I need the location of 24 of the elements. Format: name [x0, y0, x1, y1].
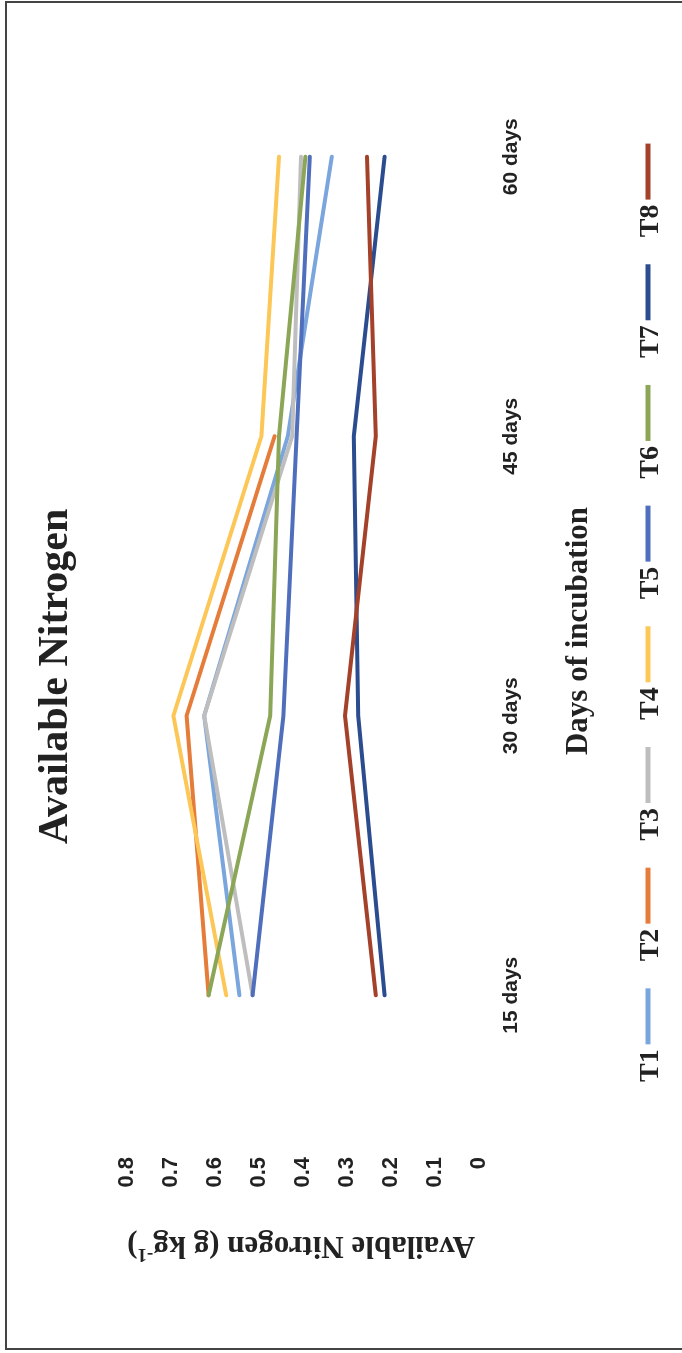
legend-label: T6 — [632, 445, 664, 479]
x-tick-label: 0.5 — [244, 1157, 270, 1188]
x-tick-label: 0.3 — [332, 1157, 358, 1188]
y-tick-label: 60 days — [498, 118, 521, 196]
x-tick-label: 0 — [464, 1157, 490, 1170]
legend-label: T7 — [632, 325, 664, 358]
y-tick-label: 15 days — [498, 956, 521, 1034]
x-tick-label: 0.7 — [156, 1157, 182, 1188]
x-axis-title: Available Nitrogen (g kg-1) — [127, 1230, 475, 1266]
text: Available Nitrogen — [30, 508, 76, 845]
legend-label: T1 — [632, 1049, 664, 1083]
legend-label: T3 — [632, 807, 664, 841]
x-tick-label: 0.1 — [420, 1157, 446, 1188]
y-tick-label: 30 days — [498, 677, 521, 755]
x-tick-label: 0.8 — [112, 1157, 138, 1188]
x-tick-label: 0.4 — [288, 1156, 314, 1188]
legend-label: T5 — [632, 566, 664, 600]
x-tick-label: 0.6 — [200, 1157, 226, 1188]
y-tick-label: 45 days — [498, 397, 521, 475]
legend-label: T2 — [632, 928, 664, 962]
legend-label: T8 — [632, 204, 664, 238]
legend-label: T4 — [632, 687, 664, 720]
x-tick-label: 0.2 — [376, 1157, 402, 1188]
y-axis-title: Days of incubation — [559, 506, 594, 756]
